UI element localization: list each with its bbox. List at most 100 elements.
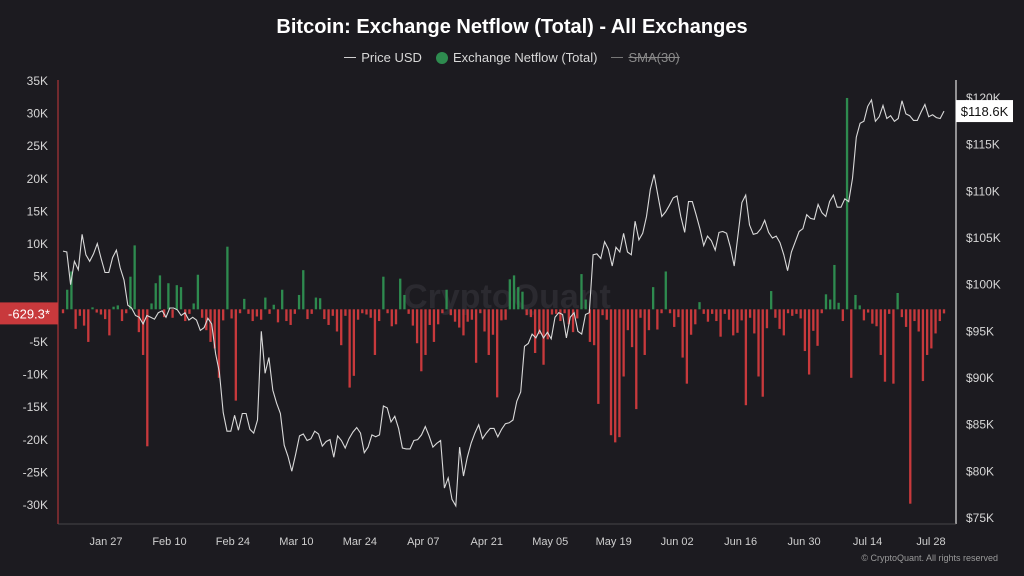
x-tick-label: May 19 (596, 536, 632, 548)
netflow-bar (441, 309, 444, 314)
netflow-bar (588, 309, 592, 342)
netflow-bar (748, 309, 752, 318)
netflow-bar (668, 309, 672, 314)
netflow-bar (605, 309, 608, 320)
y-right-tick-label: $75K (966, 511, 994, 525)
x-tick-label: Mar 24 (343, 536, 377, 548)
y-right-tick-label: $85K (966, 418, 994, 432)
netflow-bar (626, 309, 630, 331)
x-tick-label: Feb 10 (152, 536, 186, 548)
y-right-tick-label: $95K (966, 324, 994, 338)
netflow-bar (348, 309, 351, 388)
netflow-bar (660, 309, 663, 314)
netflow-bar (820, 309, 823, 314)
netflow-bar (352, 309, 356, 376)
netflow-bar (879, 309, 882, 355)
netflow-bar (799, 309, 802, 319)
current-price-label: $118.6K (961, 104, 1009, 119)
legend-item-netflow[interactable]: Exchange Netflow (Total) (435, 50, 597, 65)
netflow-bar (276, 309, 280, 323)
netflow-bar (407, 309, 410, 314)
netflow-bar (99, 309, 103, 315)
netflow-bar (841, 309, 844, 322)
netflow-bar (462, 309, 465, 336)
netflow-bar (694, 309, 697, 325)
netflow-bar (382, 276, 385, 310)
netflow-bar (466, 309, 469, 322)
netflow-bar (630, 309, 634, 348)
netflow-bar (845, 97, 849, 310)
netflow-bar (129, 276, 132, 310)
y-left-tick-label: 15K (27, 204, 48, 218)
netflow-bar (377, 309, 381, 322)
netflow-bar (727, 309, 731, 320)
netflow-bar (580, 274, 583, 310)
netflow-bar (230, 309, 233, 319)
netflow-bar (900, 309, 904, 318)
netflow-bar (116, 305, 119, 310)
netflow-bar (677, 309, 680, 318)
x-tick-label: Apr 21 (471, 536, 503, 548)
netflow-bar (512, 275, 516, 310)
legend-dot-icon (435, 51, 448, 64)
netflow-bar (829, 299, 832, 310)
legend-line-icon (344, 57, 357, 58)
netflow-bar (904, 309, 908, 327)
netflow-bar (500, 309, 503, 321)
netflow-bar (479, 309, 482, 314)
netflow-bar (217, 309, 221, 378)
netflow-bar (306, 309, 309, 320)
y-right-tick-label: $80K (966, 464, 994, 478)
netflow-bar (112, 306, 115, 310)
netflow-bar (158, 275, 162, 310)
netflow-bar (550, 309, 554, 315)
netflow-bar (314, 297, 318, 310)
netflow-bar (340, 309, 343, 346)
netflow-bar (584, 299, 587, 310)
x-tick-label: Apr 07 (407, 536, 439, 548)
netflow-bar (664, 271, 667, 310)
netflow-bar (896, 293, 899, 310)
x-tick-label: May 05 (532, 536, 568, 548)
x-tick-label: Jul 28 (916, 536, 945, 548)
netflow-bar (331, 309, 334, 316)
netflow-bar (778, 309, 781, 329)
netflow-bar (403, 294, 406, 310)
netflow-bar (757, 309, 760, 377)
netflow-bar (234, 309, 237, 401)
netflow-bar (744, 309, 748, 406)
netflow-bar (458, 309, 461, 328)
netflow-bar (567, 309, 570, 325)
y-left-tick-label: -5K (29, 335, 48, 349)
legend-item-price[interactable]: Price USD (344, 50, 422, 65)
netflow-bar (453, 309, 457, 322)
legend-item-sma[interactable]: SMA(30) (611, 50, 680, 65)
netflow-bar (681, 309, 684, 358)
netflow-bar (483, 309, 486, 332)
netflow-bar (369, 309, 372, 318)
netflow-bar (706, 309, 710, 322)
netflow-bar (837, 302, 840, 310)
y-right-tick-label: $100K (966, 278, 1001, 292)
netflow-bar (782, 309, 785, 336)
netflow-bar (913, 309, 916, 322)
netflow-bar (74, 309, 77, 329)
netflow-bar (411, 309, 415, 326)
netflow-bar (854, 294, 857, 310)
y-left-tick-label: 35K (27, 74, 48, 88)
netflow-bar (91, 307, 94, 310)
netflow-bar (268, 309, 271, 314)
netflow-bar (833, 264, 836, 310)
legend-label-price: Price USD (361, 50, 422, 65)
netflow-bar (592, 309, 596, 346)
y-left-tick-label: 5K (33, 270, 48, 284)
netflow-bar (103, 309, 107, 320)
y-right-tick-label: $105K (966, 231, 1001, 245)
netflow-bar (167, 283, 170, 310)
netflow-bar (892, 309, 895, 384)
netflow-bar (154, 283, 157, 310)
netflow-bar (723, 309, 726, 314)
netflow-bar (175, 285, 178, 310)
netflow-bar (761, 309, 764, 397)
